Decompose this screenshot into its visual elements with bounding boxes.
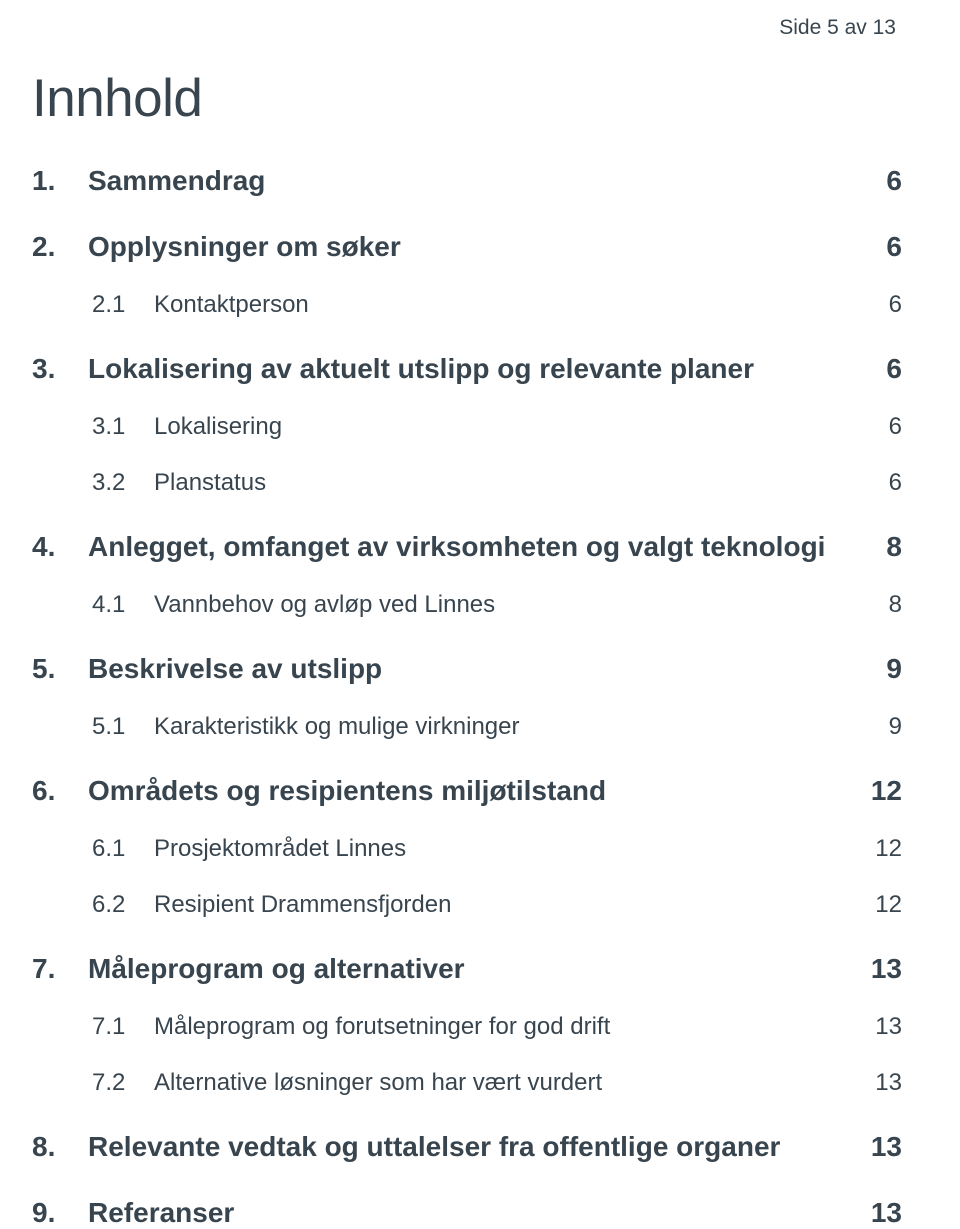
toc-number: 4. [32, 531, 88, 563]
toc-page: 6 [862, 291, 902, 319]
toc-entry: 3.Lokalisering av aktuelt utslipp og rel… [32, 353, 902, 385]
toc-page: 12 [862, 891, 902, 919]
toc-text: Alternative løsninger som har vært vurde… [154, 1069, 602, 1096]
toc-number: 3. [32, 353, 88, 385]
toc-entry: 9.Referanser13 [32, 1197, 902, 1229]
toc-text: Referanser [88, 1197, 234, 1228]
toc-page: 9 [862, 653, 902, 685]
toc-entry: 6.1Prosjektområdet Linnes12 [32, 835, 902, 863]
toc-label: 3.1Lokalisering [92, 413, 862, 441]
toc-entry: 1.Sammendrag6 [32, 165, 902, 197]
toc-number: 5.1 [92, 713, 154, 741]
toc-text: Måleprogram og alternativer [88, 953, 465, 984]
table-of-contents: 1.Sammendrag62.Opplysninger om søker62.1… [32, 165, 902, 1229]
toc-text: Måleprogram og forutsetninger for god dr… [154, 1013, 610, 1040]
toc-text: Resipient Drammensfjorden [154, 891, 451, 918]
toc-label: 3.2Planstatus [92, 469, 862, 497]
toc-label: 4.1Vannbehov og avløp ved Linnes [92, 591, 862, 619]
toc-entry: 6.Områdets og resipientens miljøtilstand… [32, 775, 902, 807]
toc-text: Anlegget, omfanget av virksomheten og va… [88, 531, 825, 562]
toc-page: 8 [862, 531, 902, 563]
toc-label: 5.1Karakteristikk og mulige virkninger [92, 713, 862, 741]
toc-text: Karakteristikk og mulige virkninger [154, 713, 519, 740]
toc-text: Prosjektområdet Linnes [154, 835, 406, 862]
toc-label: 8.Relevante vedtak og uttalelser fra off… [32, 1131, 862, 1163]
toc-page: 6 [862, 353, 902, 385]
toc-label: 2.1Kontaktperson [92, 291, 862, 319]
toc-entry: 4.Anlegget, omfanget av virksomheten og … [32, 531, 902, 563]
toc-number: 9. [32, 1197, 88, 1229]
toc-entry: 8.Relevante vedtak og uttalelser fra off… [32, 1131, 902, 1163]
toc-label: 7.2Alternative løsninger som har vært vu… [92, 1069, 862, 1097]
toc-page: 12 [862, 835, 902, 863]
toc-entry: 3.2Planstatus6 [32, 469, 902, 497]
toc-label: 6.2Resipient Drammensfjorden [92, 891, 862, 919]
toc-page: 8 [862, 591, 902, 619]
toc-label: 3.Lokalisering av aktuelt utslipp og rel… [32, 353, 862, 385]
toc-text: Kontaktperson [154, 291, 309, 318]
toc-page: 6 [862, 165, 902, 197]
toc-number: 2.1 [92, 291, 154, 319]
toc-page: 13 [862, 1013, 902, 1041]
toc-number: 6.1 [92, 835, 154, 863]
toc-entry: 3.1Lokalisering6 [32, 413, 902, 441]
toc-label: 6.1Prosjektområdet Linnes [92, 835, 862, 863]
toc-entry: 6.2Resipient Drammensfjorden12 [32, 891, 902, 919]
toc-text: Relevante vedtak og uttalelser fra offen… [88, 1131, 780, 1162]
toc-entry: 5.Beskrivelse av utslipp9 [32, 653, 902, 685]
toc-text: Opplysninger om søker [88, 231, 401, 262]
toc-entry: 5.1Karakteristikk og mulige virkninger9 [32, 713, 902, 741]
toc-entry: 2.1Kontaktperson6 [32, 291, 902, 319]
toc-page: 13 [862, 1197, 902, 1229]
toc-entry: 7.1Måleprogram og forutsetninger for god… [32, 1013, 902, 1041]
toc-number: 7.2 [92, 1069, 154, 1097]
toc-page: 6 [862, 469, 902, 497]
toc-page: 12 [862, 775, 902, 807]
toc-page: 9 [862, 713, 902, 741]
toc-page: 6 [862, 231, 902, 263]
toc-label: 1.Sammendrag [32, 165, 862, 197]
toc-number: 5. [32, 653, 88, 685]
toc-label: 2.Opplysninger om søker [32, 231, 862, 263]
toc-text: Lokalisering [154, 413, 282, 440]
toc-entry: 7.Måleprogram og alternativer13 [32, 953, 902, 985]
toc-number: 7. [32, 953, 88, 985]
toc-text: Sammendrag [88, 165, 265, 196]
toc-number: 6. [32, 775, 88, 807]
toc-number: 1. [32, 165, 88, 197]
toc-number: 7.1 [92, 1013, 154, 1041]
toc-entry: 4.1Vannbehov og avløp ved Linnes8 [32, 591, 902, 619]
toc-label: 9.Referanser [32, 1197, 862, 1229]
page-title: Innhold [32, 68, 902, 129]
toc-text: Vannbehov og avløp ved Linnes [154, 591, 495, 618]
toc-label: 6.Områdets og resipientens miljøtilstand [32, 775, 862, 807]
toc-entry: 2.Opplysninger om søker6 [32, 231, 902, 263]
toc-number: 3.2 [92, 469, 154, 497]
toc-text: Planstatus [154, 469, 266, 496]
toc-number: 6.2 [92, 891, 154, 919]
toc-label: 4.Anlegget, omfanget av virksomheten og … [32, 531, 862, 563]
toc-number: 2. [32, 231, 88, 263]
toc-number: 3.1 [92, 413, 154, 441]
toc-text: Lokalisering av aktuelt utslipp og relev… [88, 353, 754, 384]
page-header: Side 5 av 13 [32, 16, 902, 40]
toc-page: 6 [862, 413, 902, 441]
toc-page: 13 [862, 1131, 902, 1163]
toc-text: Områdets og resipientens miljøtilstand [88, 775, 606, 806]
toc-label: 7.Måleprogram og alternativer [32, 953, 862, 985]
toc-number: 4.1 [92, 591, 154, 619]
toc-label: 7.1Måleprogram og forutsetninger for god… [92, 1013, 862, 1041]
toc-text: Beskrivelse av utslipp [88, 653, 382, 684]
toc-entry: 7.2Alternative løsninger som har vært vu… [32, 1069, 902, 1097]
toc-number: 8. [32, 1131, 88, 1163]
toc-page: 13 [862, 953, 902, 985]
toc-label: 5.Beskrivelse av utslipp [32, 653, 862, 685]
toc-page: 13 [862, 1069, 902, 1097]
